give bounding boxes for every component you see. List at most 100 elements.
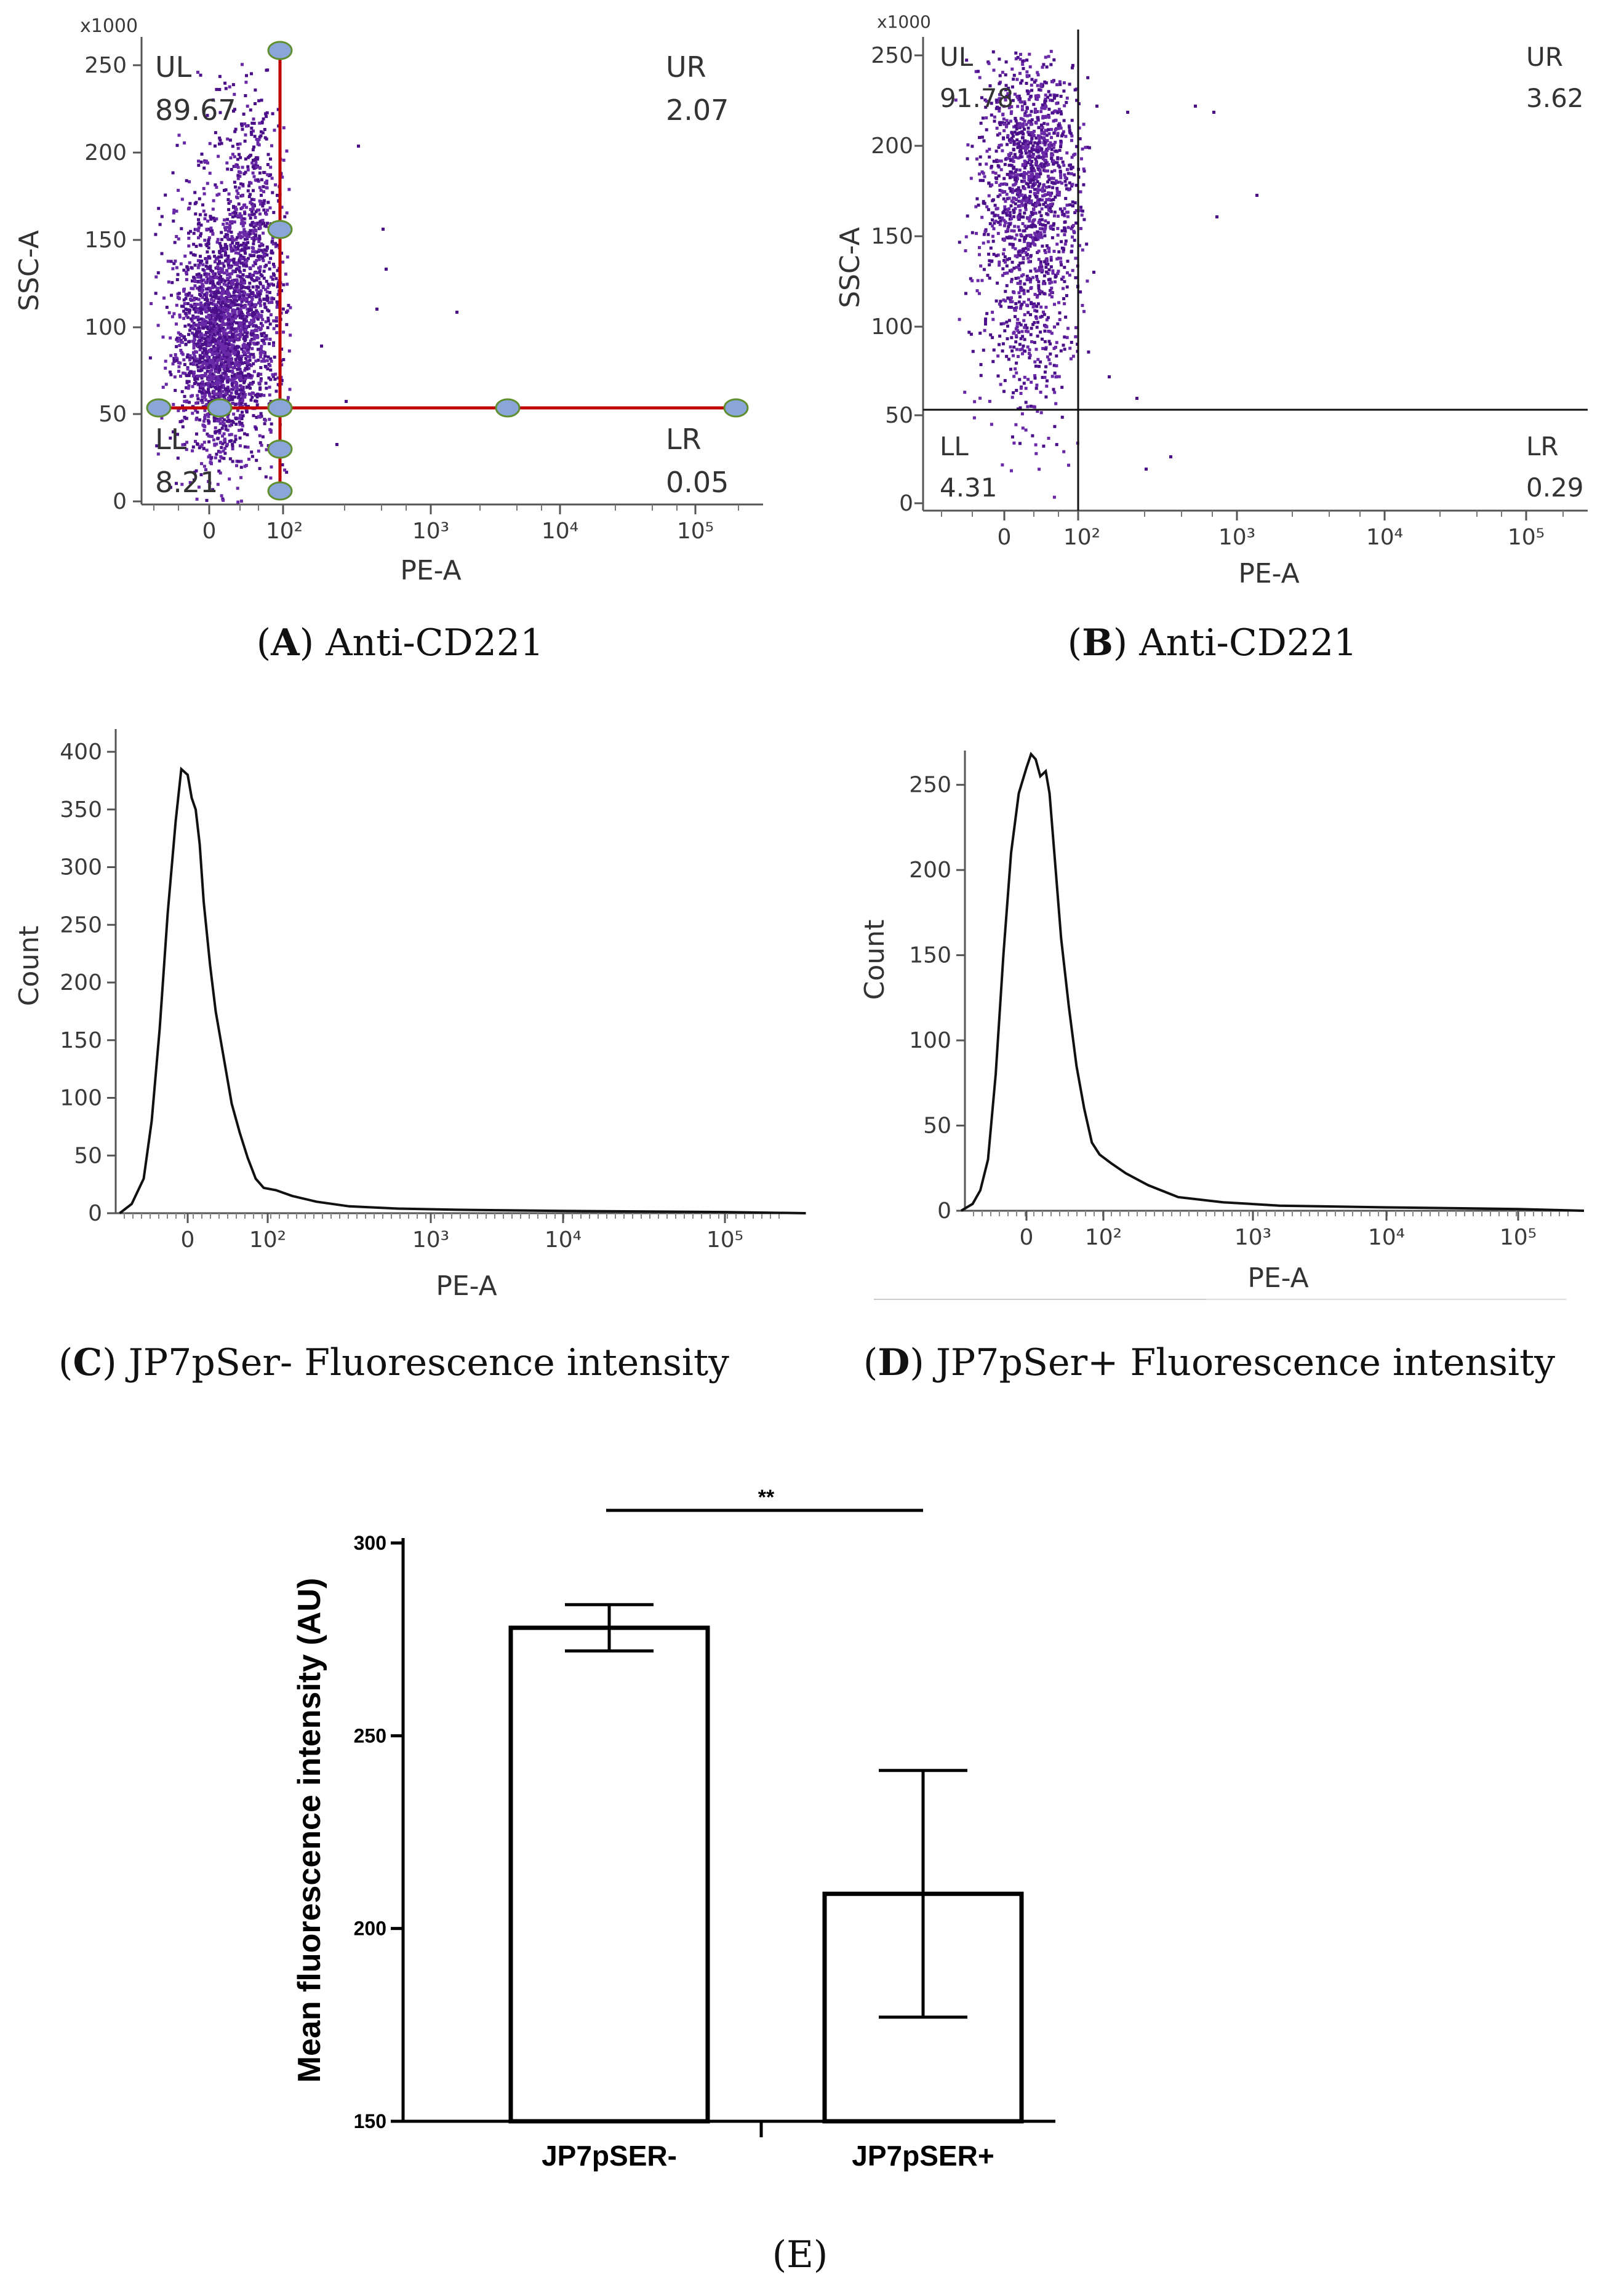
event-dot <box>212 416 216 420</box>
event-dot <box>1007 106 1011 110</box>
event-dot <box>1005 236 1009 239</box>
event-dot <box>1041 126 1044 129</box>
event-dot <box>1024 145 1028 149</box>
event-dot <box>1081 248 1084 252</box>
event-dot <box>156 452 160 456</box>
event-dot <box>1036 321 1039 324</box>
event-dot <box>199 280 202 284</box>
event-dot <box>1020 136 1024 140</box>
event-dot <box>190 287 193 290</box>
event-dot <box>187 236 191 240</box>
event-dot <box>247 325 250 328</box>
event-dot <box>1042 313 1046 316</box>
event-dot <box>236 367 239 371</box>
event-dot <box>1017 250 1020 253</box>
event-dot <box>986 233 990 236</box>
event-dot <box>1047 178 1051 181</box>
event-dot <box>251 332 255 336</box>
event-dot <box>1036 334 1039 338</box>
event-dot <box>250 292 254 295</box>
event-dot <box>1028 352 1031 355</box>
event-dot <box>242 342 246 346</box>
event-dot <box>239 253 242 257</box>
event-dot <box>215 370 218 373</box>
event-dot <box>1037 284 1041 287</box>
event-dot <box>1034 177 1038 181</box>
event-dot <box>985 205 989 209</box>
event-dot <box>209 281 212 285</box>
event-dot <box>1062 81 1066 85</box>
event-dot <box>239 243 243 247</box>
event-dot <box>226 442 230 446</box>
event-dot <box>222 432 226 436</box>
event-dot <box>231 270 235 274</box>
event-dot <box>1063 173 1066 177</box>
event-dot <box>224 233 228 236</box>
event-dot <box>259 347 263 351</box>
event-dot <box>1038 227 1042 231</box>
event-dot <box>1030 199 1033 203</box>
event-dot <box>220 376 223 380</box>
event-dot <box>203 337 207 340</box>
event-dot <box>197 273 201 276</box>
event-dot <box>214 144 217 148</box>
event-dot <box>197 159 200 163</box>
event-dot <box>212 318 216 322</box>
event-dot <box>996 281 999 285</box>
event-dot <box>236 263 239 266</box>
event-dot <box>1026 140 1029 143</box>
event-dot <box>264 112 268 116</box>
event-dot <box>268 338 272 341</box>
event-dot <box>1046 95 1049 99</box>
event-dot <box>247 156 250 159</box>
event-dot <box>182 317 186 321</box>
event-dot <box>216 287 220 290</box>
event-dot <box>186 386 190 390</box>
event-dot <box>228 349 232 353</box>
event-dot <box>1012 175 1015 179</box>
event-dot <box>1212 111 1215 114</box>
event-dot <box>186 353 190 357</box>
event-dot <box>266 316 270 320</box>
event-dot <box>244 317 248 321</box>
event-dot <box>222 422 226 426</box>
event-dot <box>1135 397 1138 400</box>
event-dot <box>214 365 218 369</box>
event-dot <box>254 250 257 253</box>
event-dot <box>979 121 983 125</box>
event-dot <box>234 268 238 271</box>
event-dot <box>1063 227 1066 231</box>
event-dot <box>1007 319 1011 322</box>
event-dot <box>1036 134 1040 138</box>
event-dot <box>196 315 200 319</box>
event-dot <box>1069 357 1073 361</box>
event-dot <box>1065 210 1068 214</box>
event-dot <box>1001 113 1005 116</box>
event-dot <box>241 165 244 169</box>
event-dot <box>231 349 235 353</box>
event-dot <box>1021 142 1025 146</box>
event-dot <box>265 253 269 257</box>
event-dot <box>988 263 991 266</box>
event-dot <box>1071 204 1074 207</box>
event-dot <box>999 322 1003 325</box>
event-dot <box>998 109 1001 113</box>
event-dot <box>212 250 215 254</box>
event-dot <box>1056 272 1060 276</box>
event-dot <box>260 178 263 181</box>
event-dot <box>1022 215 1025 219</box>
event-dot <box>1010 164 1014 167</box>
event-dot <box>1009 111 1013 115</box>
event-dot <box>978 245 981 249</box>
event-dot <box>218 317 222 321</box>
event-dot <box>1012 189 1015 193</box>
event-dot <box>218 138 222 142</box>
event-dot <box>198 285 202 289</box>
event-dot <box>997 221 1001 225</box>
event-dot <box>263 359 266 363</box>
event-dot <box>1034 269 1038 273</box>
event-dot <box>203 396 207 399</box>
event-dot <box>230 272 233 276</box>
event-dot <box>1018 295 1022 298</box>
event-dot <box>193 191 197 194</box>
